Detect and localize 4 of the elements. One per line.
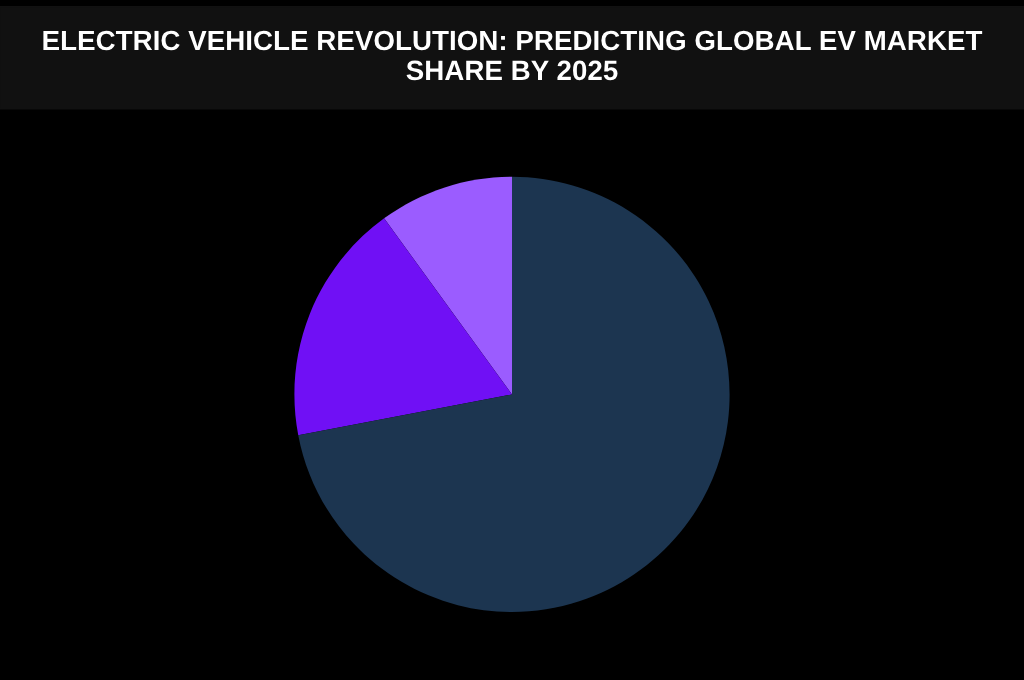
pie-slice	[384, 176, 512, 395]
chart-title: ELECTRIC VEHICLE REVOLUTION: PREDICTING GLOBAL EV MARKET SHARE BY 2025	[43, 30, 983, 81]
pie-slice	[294, 218, 512, 436]
pie-slice	[298, 176, 730, 612]
